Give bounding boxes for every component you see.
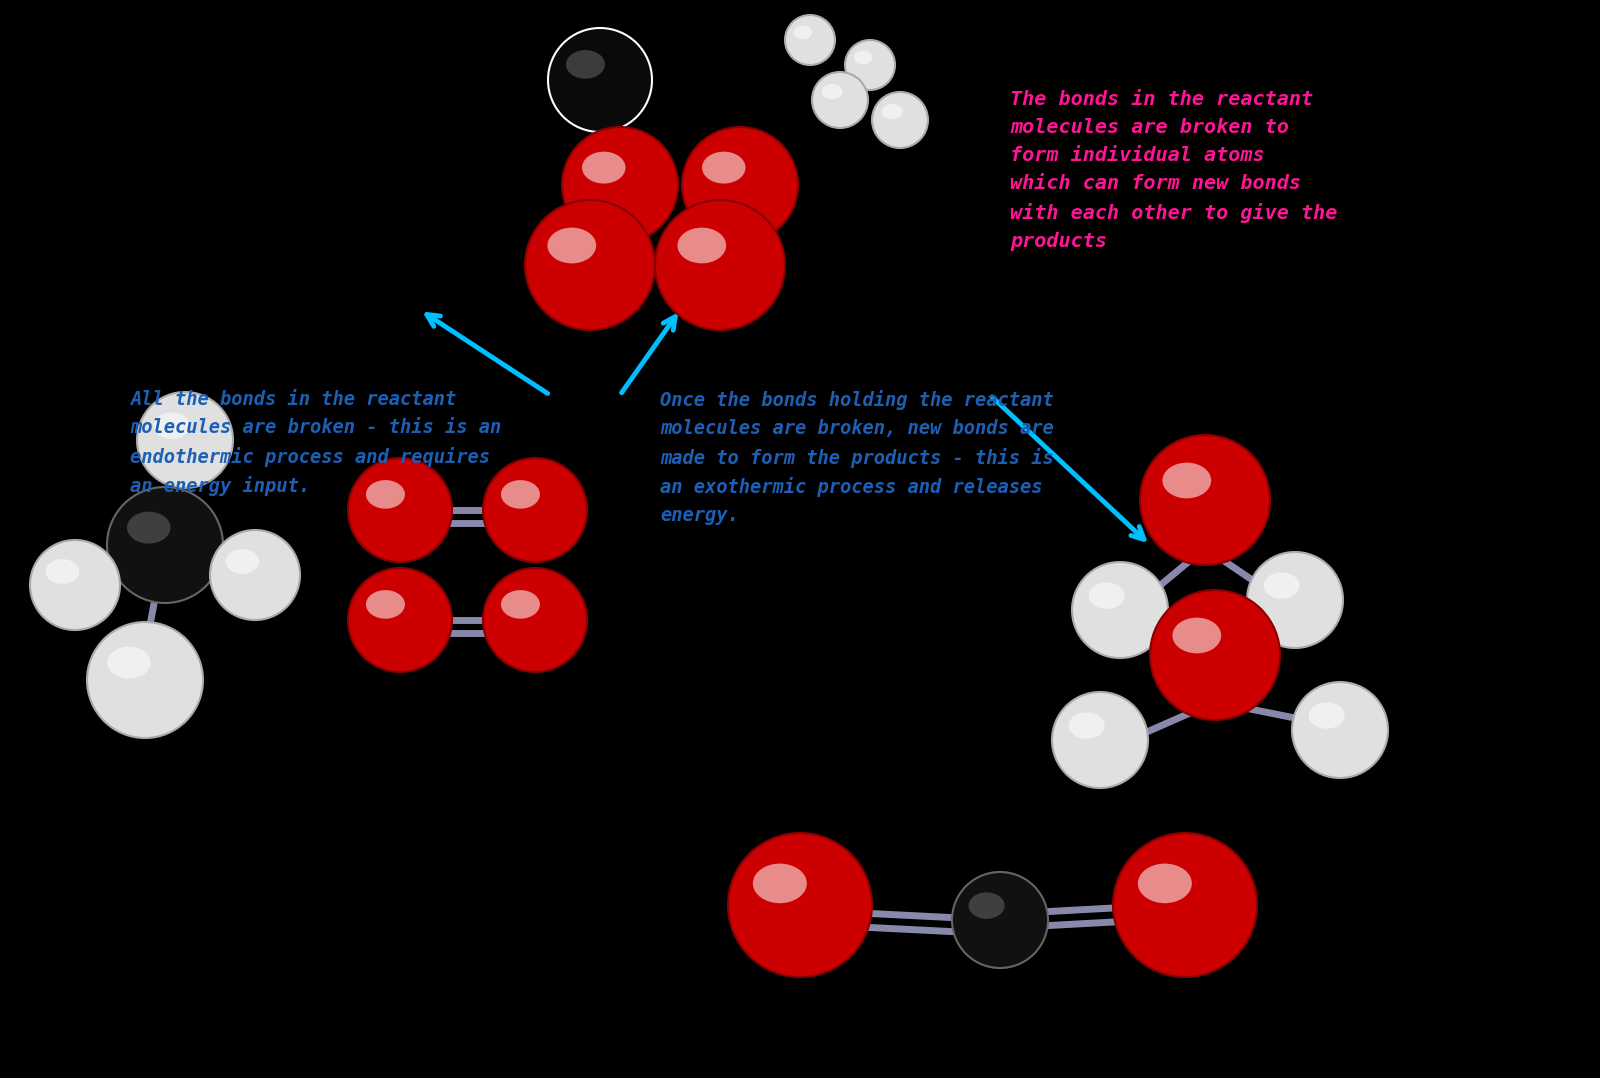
- Circle shape: [1293, 682, 1389, 778]
- Ellipse shape: [566, 50, 605, 79]
- Ellipse shape: [154, 413, 189, 439]
- Circle shape: [1246, 552, 1342, 648]
- Ellipse shape: [1138, 863, 1192, 903]
- Ellipse shape: [1309, 703, 1344, 729]
- Circle shape: [728, 833, 872, 977]
- Ellipse shape: [822, 84, 843, 99]
- Circle shape: [107, 487, 222, 603]
- Circle shape: [562, 127, 678, 243]
- Circle shape: [349, 568, 453, 672]
- Ellipse shape: [107, 647, 150, 678]
- Circle shape: [483, 568, 587, 672]
- Ellipse shape: [547, 227, 597, 263]
- Ellipse shape: [702, 152, 746, 183]
- Circle shape: [1139, 436, 1270, 565]
- Circle shape: [872, 92, 928, 148]
- Circle shape: [525, 201, 654, 330]
- Ellipse shape: [226, 549, 259, 573]
- Ellipse shape: [582, 152, 626, 183]
- Circle shape: [654, 201, 786, 330]
- Circle shape: [349, 458, 453, 562]
- Circle shape: [138, 392, 234, 488]
- Circle shape: [547, 28, 653, 132]
- Circle shape: [952, 872, 1048, 968]
- Ellipse shape: [366, 480, 405, 509]
- Circle shape: [786, 15, 835, 65]
- Ellipse shape: [501, 480, 539, 509]
- Ellipse shape: [677, 227, 726, 263]
- Circle shape: [813, 72, 867, 128]
- Ellipse shape: [882, 103, 902, 120]
- Ellipse shape: [1264, 572, 1299, 598]
- Ellipse shape: [1069, 713, 1104, 738]
- Text: All the bonds in the reactant
molecules are broken - this is an
endothermic proc: All the bonds in the reactant molecules …: [130, 390, 501, 496]
- Circle shape: [30, 540, 120, 630]
- Ellipse shape: [45, 559, 80, 584]
- Ellipse shape: [968, 893, 1005, 918]
- Circle shape: [1072, 562, 1168, 658]
- Circle shape: [845, 40, 894, 89]
- Ellipse shape: [754, 863, 806, 903]
- Circle shape: [682, 127, 798, 243]
- Ellipse shape: [854, 51, 872, 65]
- Ellipse shape: [126, 512, 171, 543]
- Ellipse shape: [1173, 618, 1221, 653]
- Text: The bonds in the reactant
molecules are broken to
form individual atoms
which ca: The bonds in the reactant molecules are …: [1010, 89, 1338, 250]
- Circle shape: [1053, 692, 1149, 788]
- Ellipse shape: [1088, 582, 1125, 609]
- Ellipse shape: [1163, 462, 1211, 498]
- Circle shape: [210, 530, 301, 620]
- Circle shape: [483, 458, 587, 562]
- Circle shape: [1150, 590, 1280, 720]
- Circle shape: [86, 622, 203, 738]
- Text: Once the bonds holding the reactant
molecules are broken, new bonds are
made to : Once the bonds holding the reactant mole…: [661, 390, 1054, 525]
- Ellipse shape: [794, 26, 813, 40]
- Ellipse shape: [501, 590, 539, 619]
- Ellipse shape: [366, 590, 405, 619]
- Circle shape: [1114, 833, 1258, 977]
